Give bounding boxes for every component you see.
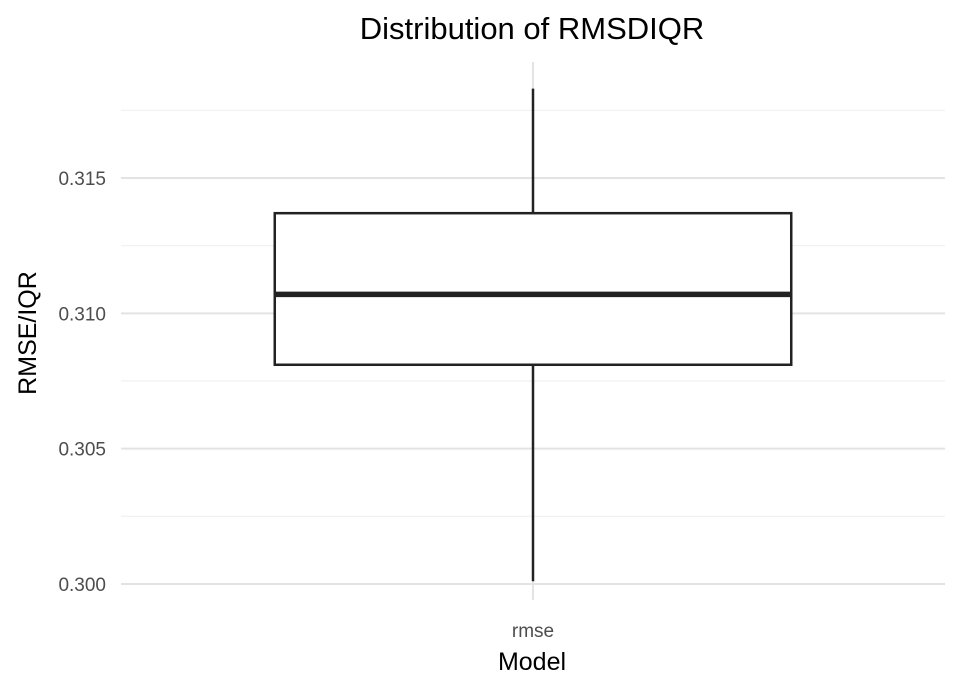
x-axis-title: Model bbox=[498, 648, 566, 676]
y-axis-title: RMSE/IQR bbox=[14, 271, 42, 395]
y-tick-label: 0.315 bbox=[58, 169, 106, 190]
chart-title: Distribution of RMSDIQR bbox=[360, 11, 705, 46]
x-tick-labels: rmse bbox=[512, 621, 554, 642]
x-tick-label: rmse bbox=[512, 621, 554, 642]
y-tick-labels: 0.300 0.305 0.310 0.315 bbox=[58, 169, 106, 596]
box-plots bbox=[273, 88, 793, 582]
y-tick-label: 0.310 bbox=[58, 304, 106, 325]
iqr-box bbox=[273, 211, 793, 367]
y-tick-label: 0.300 bbox=[58, 575, 106, 596]
y-tick-label: 0.305 bbox=[58, 440, 106, 461]
